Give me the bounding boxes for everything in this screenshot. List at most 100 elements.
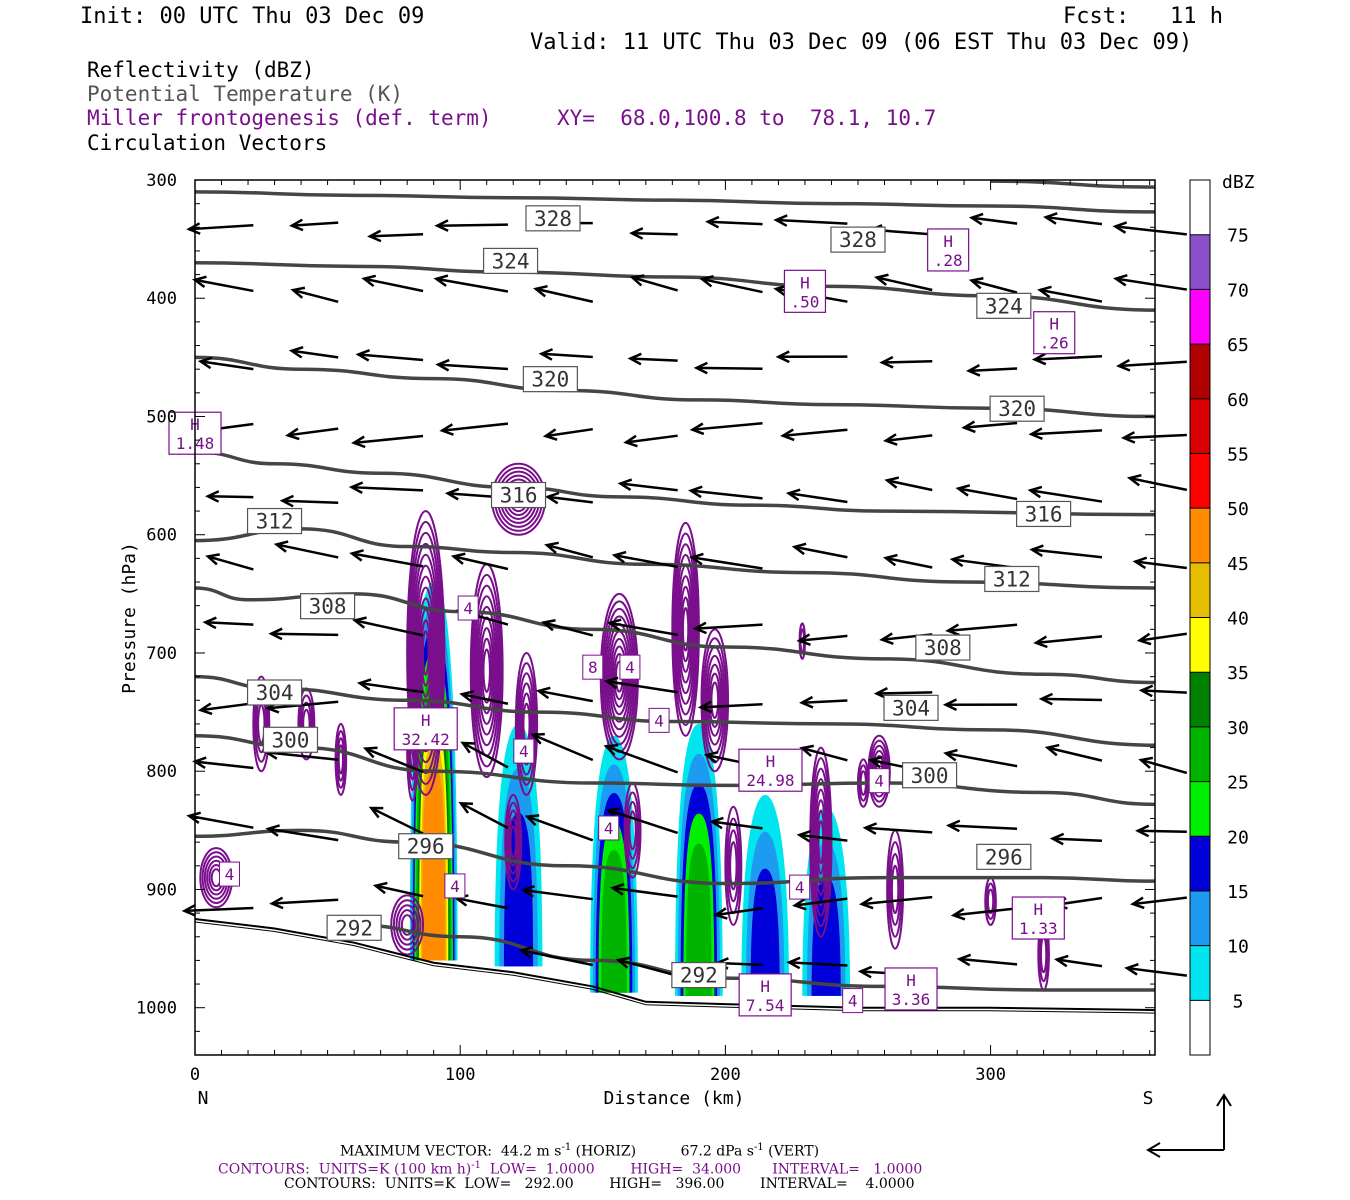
vector-shaft xyxy=(1047,746,1103,762)
circulation-vector-126 xyxy=(609,883,678,898)
vector-shaft xyxy=(953,907,1018,917)
theta-label-box xyxy=(984,565,1040,593)
frontogenesis-contour-6-5 xyxy=(707,663,723,737)
vector-shaft xyxy=(799,634,848,642)
colorbar-label-60: 60 xyxy=(1227,390,1249,411)
circulation-vector-72 xyxy=(1132,556,1187,570)
south-end-label: S xyxy=(1143,1088,1154,1109)
vector-head xyxy=(450,552,466,565)
frontogenesis-contour-15-3 xyxy=(395,904,419,946)
vector-head xyxy=(434,219,449,232)
frontogenesis-contour-6-1 xyxy=(700,628,730,773)
circulation-vector-99 xyxy=(362,746,424,774)
vector-shaft xyxy=(608,808,679,835)
x-tick-label-200: 200 xyxy=(710,1065,741,1085)
vector-shaft xyxy=(365,747,424,774)
vector-shaft xyxy=(351,552,424,568)
vector-head xyxy=(786,956,801,970)
high-label-value: .28 xyxy=(934,251,963,270)
colorbar-label-55: 55 xyxy=(1227,444,1249,465)
theta-label-304-12: 304 xyxy=(246,679,303,706)
frontogenesis-contour-1-5 xyxy=(411,553,440,753)
vector-head xyxy=(205,553,220,566)
y-tick-label-600: 600 xyxy=(146,526,177,546)
contour-label-text: 8 xyxy=(588,658,598,677)
circulation-vector-68 xyxy=(791,542,848,559)
vector-shaft xyxy=(276,543,339,559)
theta-label-300-15: 300 xyxy=(901,762,958,789)
circulation-vector-102 xyxy=(603,743,679,774)
frontogenesis-contour-2-7 xyxy=(479,627,495,715)
theta-label-312-9: 312 xyxy=(984,565,1040,593)
frontogenesis-contour-20-4 xyxy=(890,864,900,915)
frontogenesis-contour-2-9 xyxy=(482,648,491,693)
circulation-vector-130 xyxy=(950,907,1018,921)
circulation-vector-65 xyxy=(544,541,594,559)
high-label-box xyxy=(393,707,458,751)
theta-label-292-19: 292 xyxy=(671,961,727,989)
vector-head xyxy=(858,896,874,910)
colorbar-bin-3 xyxy=(1190,836,1210,891)
high-label-box xyxy=(738,748,803,792)
frontogenesis-contour-8-7 xyxy=(816,809,826,875)
circulation-vector-33 xyxy=(879,355,933,369)
vector-shaft xyxy=(437,223,508,227)
vector-shaft xyxy=(1041,697,1102,702)
high-label-value: 24.98 xyxy=(746,771,794,790)
colorbar-bin-9 xyxy=(1190,508,1210,563)
circulation-vector-123 xyxy=(372,881,424,898)
theta-label-text: 304 xyxy=(256,681,294,705)
frontogenesis-contour-5-9 xyxy=(681,607,690,652)
colorbar-label-20: 20 xyxy=(1227,827,1249,848)
frontogenesis-contour-label-3: 4 xyxy=(619,654,641,680)
theta-label-box xyxy=(522,366,578,393)
frontogenesis-contour-18-4 xyxy=(729,841,738,891)
vector-head xyxy=(1112,221,1128,234)
vector-shaft xyxy=(782,428,848,437)
vector-head xyxy=(288,345,304,359)
vector-head xyxy=(703,750,719,764)
vector-shaft xyxy=(526,815,594,842)
vector-head xyxy=(692,621,707,635)
high-label-letter: H xyxy=(1033,900,1043,919)
vector-head xyxy=(290,286,306,299)
high-label-box xyxy=(1011,896,1065,940)
vector-head xyxy=(780,428,795,442)
colorbar-label-30: 30 xyxy=(1227,718,1249,739)
theta-label-308-11: 308 xyxy=(915,634,971,661)
circulation-vector-55 xyxy=(688,485,763,500)
high-label-value: .26 xyxy=(1040,334,1069,353)
vector-shaft xyxy=(801,746,848,762)
theta-label-320-4: 320 xyxy=(522,366,578,393)
vector-head xyxy=(606,618,622,631)
vector-head xyxy=(943,748,958,762)
vector-head xyxy=(1044,743,1060,757)
vector-head xyxy=(629,274,645,287)
circulation-vector-39 xyxy=(351,434,424,449)
vector-head xyxy=(540,619,556,632)
forecast-hour: 11 h xyxy=(1170,4,1223,29)
vector-shaft xyxy=(1031,429,1103,436)
theta-label-316-7: 316 xyxy=(1016,500,1072,528)
vector-shaft xyxy=(184,906,254,913)
vector-head xyxy=(197,356,213,370)
high-label-box xyxy=(927,228,970,272)
vector-head xyxy=(349,549,364,562)
vector-shaft xyxy=(788,492,848,504)
vector-head xyxy=(942,698,958,712)
vector-shaft xyxy=(861,895,933,906)
frontogenesis-contour-18-3 xyxy=(727,829,740,903)
vector-shaft xyxy=(351,485,424,492)
vector-shaft xyxy=(267,700,339,710)
vector-shaft xyxy=(631,231,678,236)
vector-head xyxy=(1120,431,1136,444)
circulation-vector-23 xyxy=(1037,285,1103,303)
vector-head xyxy=(1124,963,1139,976)
circulation-vector-117 xyxy=(862,822,933,835)
vector-head xyxy=(603,743,619,756)
vector-shaft xyxy=(865,826,933,834)
circulation-vector-111 xyxy=(368,806,424,835)
vector-shaft xyxy=(271,898,339,905)
vector-head xyxy=(362,746,378,759)
circulation-vector-83 xyxy=(1033,635,1103,649)
